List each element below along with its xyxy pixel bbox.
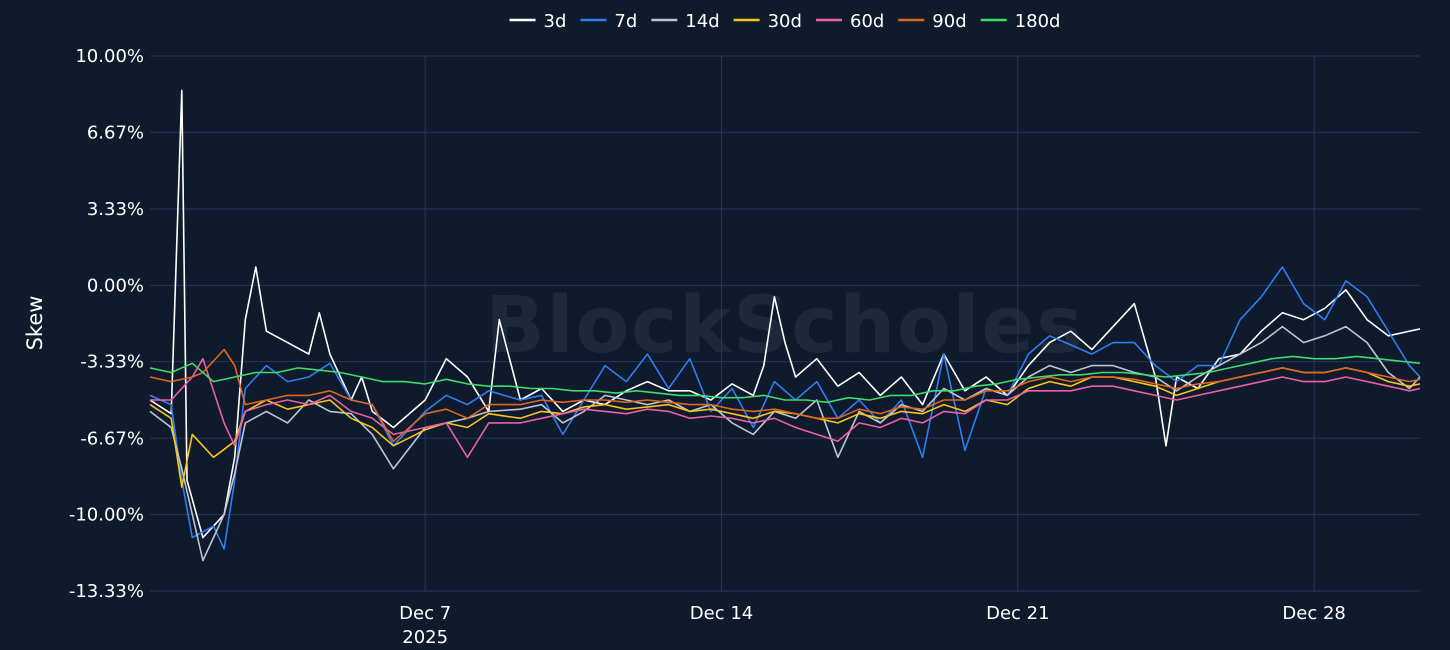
x-axis-tick-labels: Dec 7 2025 Dec 14 Dec 21 Dec 28 (399, 603, 1346, 648)
y-tick-label: -3.33% (80, 352, 144, 373)
legend-label: 60d (850, 11, 884, 32)
legend[interactable]: 3d 7d 14d 30d 60d 90d 180d (509, 11, 1061, 32)
y-tick-label: 10.00% (75, 46, 144, 67)
legend-label: 30d (768, 11, 802, 32)
x-tick-label: Dec 14 (690, 603, 753, 624)
series-line-7d (149, 266, 1421, 550)
x-tick-year-label: 2025 (402, 627, 448, 648)
y-tick-label: 3.33% (87, 199, 144, 220)
y-axis-label: Skew (23, 296, 47, 351)
x-tick-label: Dec 7 (399, 603, 451, 624)
legend-label: 90d (932, 11, 966, 32)
watermark-logo: BlockScholes (485, 281, 1084, 371)
series-line-3d (149, 89, 1421, 539)
legend-item-30d[interactable]: 30d (733, 11, 802, 32)
legend-label: 7d (614, 11, 637, 32)
legend-item-14d[interactable]: 14d (651, 11, 720, 32)
legend-item-180d[interactable]: 180d (980, 11, 1061, 32)
legend-label: 180d (1015, 11, 1061, 32)
series-lines (149, 89, 1421, 562)
y-tick-label: 0.00% (87, 275, 144, 296)
legend-label: 3d (544, 11, 567, 32)
y-axis-tick-labels: 10.00% 6.67% 3.33% 0.00% -3.33% -6.67% -10.00%… (69, 46, 144, 602)
y-tick-label: -6.67% (80, 428, 144, 449)
legend-label: 14d (685, 11, 719, 32)
x-tick-label: Dec 28 (1282, 603, 1345, 624)
vertical-gridlines (424, 56, 1315, 591)
horizontal-gridlines (150, 55, 1420, 592)
legend-item-7d[interactable]: 7d (580, 11, 637, 32)
legend-item-3d[interactable]: 3d (509, 11, 567, 32)
series-line-90d (149, 348, 1421, 443)
y-tick-label: -13.33% (69, 581, 144, 602)
series-line-180d (149, 355, 1421, 404)
series-line-60d (150, 357, 1421, 459)
legend-item-60d[interactable]: 60d (816, 11, 884, 32)
legend-item-90d[interactable]: 90d (898, 11, 967, 32)
series-line-14d (149, 325, 1421, 562)
x-tick-label: Dec 21 (986, 603, 1049, 624)
y-tick-label: -10.00% (69, 505, 144, 526)
y-tick-label: 6.67% (87, 122, 144, 143)
